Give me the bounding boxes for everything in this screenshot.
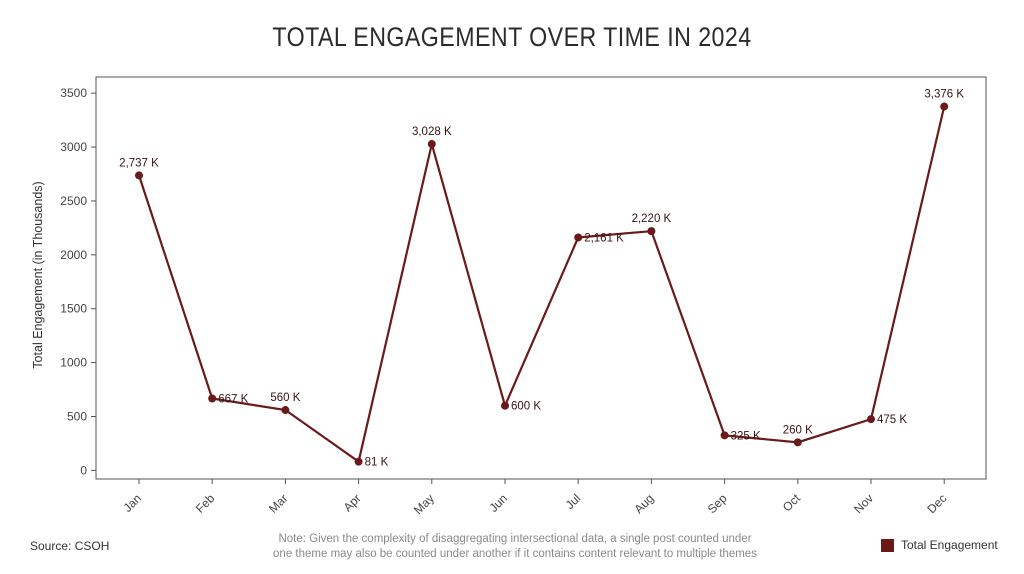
y-tick-label: 2500 (60, 194, 87, 208)
y-tick-label: 1000 (60, 356, 87, 370)
legend-label: Total Engagement (901, 538, 998, 552)
x-tick-label: Aug (632, 491, 657, 516)
legend-swatch (881, 538, 894, 552)
x-tick-label: Jan (121, 491, 145, 515)
x-tick-label: Dec (924, 491, 949, 516)
y-tick-label: 3500 (60, 86, 87, 100)
y-axis-title: Total Engagement (in Thousands) (31, 181, 45, 368)
footnote-line-1: Note: Given the complexity of disaggrega… (278, 533, 752, 545)
y-tick-label: 2000 (60, 248, 87, 262)
x-tick-label: Feb (193, 491, 218, 516)
footnote-line-2: one theme may also be counted under anot… (273, 548, 757, 560)
data-label: 475 K (877, 414, 907, 426)
x-tick-label: Nov (851, 491, 876, 516)
x-tick-label: Mar (266, 491, 291, 516)
footnote: Note: Given the complexity of disaggrega… (250, 532, 780, 562)
data-point (281, 406, 290, 415)
data-point (720, 431, 729, 440)
data-point (940, 102, 949, 111)
data-label: 2,161 K (584, 232, 624, 244)
data-label: 560 K (270, 392, 300, 404)
y-tick-label: 0 (80, 463, 87, 477)
series-line-total-engagement (137, 106, 946, 464)
data-point (501, 401, 509, 410)
source-text: Source: CSOH (30, 539, 110, 553)
data-point (427, 140, 436, 149)
data-label: 2,220 K (632, 213, 672, 225)
data-point (793, 438, 802, 447)
data-label: 667 K (218, 393, 248, 405)
data-label: 3,028 K (412, 126, 452, 138)
x-tick-label: Jul (563, 491, 584, 512)
data-point (208, 394, 217, 403)
data-label: 260 K (783, 424, 813, 436)
chart-title: TOTAL ENGAGEMENT OVER TIME IN 2024 (272, 22, 752, 52)
data-point (135, 171, 143, 180)
x-axis: Jan Feb Mar Apr May Jun Jul Aug Sep Oct Nov Dec (121, 479, 949, 517)
x-tick-label: Oct (780, 491, 804, 515)
data-label: 600 K (511, 401, 541, 413)
data-point (354, 457, 363, 466)
legend: Total Engagement (881, 538, 998, 552)
data-label: 2,737 K (119, 157, 159, 169)
data-point (867, 415, 875, 424)
y-tick-label: 500 (67, 409, 87, 423)
y-axis: 0 500 1000 1500 2000 2500 3000 3500 (60, 86, 96, 477)
data-point (574, 233, 583, 242)
x-tick-label: Sep (705, 491, 730, 516)
y-tick-label: 3000 (60, 140, 87, 154)
data-point (647, 227, 656, 236)
x-tick-label: Apr (341, 491, 364, 514)
data-labels: 2,737 K 667 K 560 K 81 K 3,028 K 600 K 2,161 K… (119, 89, 964, 469)
data-label: 3,376 K (924, 89, 964, 101)
y-tick-label: 1500 (60, 302, 87, 316)
x-tick-label: Jun (487, 491, 511, 515)
data-label: 81 K (365, 457, 389, 469)
data-points (135, 102, 949, 466)
x-tick-label: May (411, 491, 437, 517)
data-label: 325 K (731, 430, 761, 442)
plot-frame (95, 76, 987, 480)
